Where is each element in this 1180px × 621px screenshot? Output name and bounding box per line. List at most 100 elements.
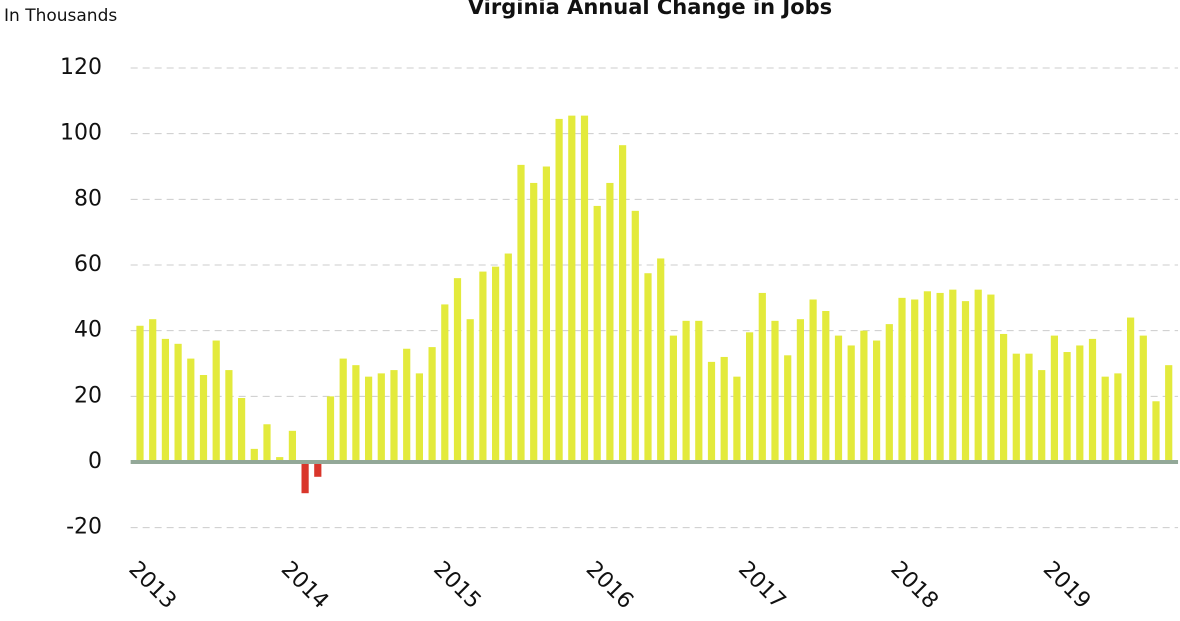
- bar: [695, 320, 703, 463]
- bar: [860, 330, 868, 463]
- bar: [568, 115, 576, 463]
- bar: [580, 115, 589, 463]
- bar: [1114, 373, 1122, 463]
- bar: [1101, 376, 1109, 463]
- bar: [288, 430, 296, 463]
- x-tick-label: 2016: [581, 557, 638, 614]
- bar: [1165, 365, 1173, 463]
- bar: [822, 310, 830, 463]
- x-tick-label: 2018: [886, 557, 943, 614]
- bar: [263, 424, 271, 463]
- bar: [987, 294, 995, 463]
- bar: [796, 319, 804, 463]
- y-tick-label: 120: [60, 55, 102, 80]
- bar: [530, 182, 538, 463]
- bar: [174, 343, 182, 463]
- bar: [1127, 317, 1135, 463]
- bar: [212, 340, 220, 463]
- bar: [250, 448, 258, 463]
- y-tick-label: 40: [74, 318, 102, 343]
- bar: [517, 164, 525, 463]
- bar: [542, 166, 550, 463]
- bar: [339, 358, 347, 463]
- bar: [492, 266, 500, 463]
- bar: [707, 361, 716, 463]
- bar: [1139, 335, 1147, 463]
- y-tick-label: 60: [74, 252, 102, 277]
- bar: [1063, 352, 1071, 463]
- bar: [453, 278, 462, 463]
- y-tick-label: 0: [88, 449, 102, 474]
- bar: [746, 332, 754, 463]
- bar: [441, 304, 449, 463]
- bar: [885, 324, 893, 463]
- bar: [466, 319, 474, 463]
- bar: [555, 118, 563, 463]
- y-tick-label: -20: [66, 515, 102, 540]
- bar: [1012, 353, 1020, 463]
- bar: [1000, 333, 1008, 463]
- bar: [225, 370, 233, 463]
- y-tick-label: 20: [74, 383, 102, 408]
- x-tick-label: 2015: [428, 557, 485, 614]
- bar: [136, 325, 144, 463]
- bar: [631, 210, 639, 463]
- bar: [619, 145, 627, 463]
- bar: [644, 273, 652, 463]
- bar: [733, 376, 741, 463]
- bar: [606, 182, 614, 463]
- bar: [1088, 338, 1097, 463]
- bar: [504, 253, 512, 463]
- bar: [1025, 353, 1033, 463]
- bar: [390, 370, 398, 463]
- bar: [682, 320, 690, 463]
- x-tick-label: 2013: [124, 557, 181, 614]
- bar: [974, 289, 982, 463]
- bar: [809, 299, 817, 463]
- bar: [314, 462, 322, 477]
- bar: [149, 319, 157, 463]
- y-tick-label: 100: [60, 121, 102, 146]
- bar: [276, 457, 284, 463]
- bar: [961, 301, 970, 463]
- y-tick-label: 80: [74, 186, 102, 211]
- bar: [911, 299, 919, 463]
- bar: [403, 348, 411, 463]
- bar: [199, 375, 208, 463]
- bar: [187, 358, 195, 463]
- chart-title: Virginia Annual Change in Jobs: [468, 0, 832, 19]
- bar: [923, 291, 931, 463]
- bar: [326, 396, 335, 463]
- x-tick-label: 2014: [276, 557, 333, 614]
- x-tick-label: 2017: [733, 557, 790, 614]
- bar: [377, 373, 385, 463]
- bar: [936, 292, 944, 463]
- bar: [784, 355, 792, 463]
- bar: [479, 271, 487, 463]
- bar: [720, 356, 728, 463]
- x-tick-label: 2019: [1038, 557, 1095, 614]
- bar: [669, 335, 677, 463]
- bar: [415, 373, 423, 463]
- bar: [898, 297, 906, 463]
- bar: [352, 365, 360, 463]
- bar: [301, 462, 309, 494]
- bar: [771, 320, 779, 463]
- bar: [834, 335, 843, 463]
- bar: [1050, 335, 1058, 463]
- bar: [238, 397, 246, 463]
- bar: [161, 338, 169, 463]
- y-axis-label: In Thousands: [4, 6, 117, 26]
- bar: [593, 205, 601, 463]
- bar: [1076, 345, 1084, 463]
- bar: [657, 258, 665, 463]
- bar: [365, 376, 373, 463]
- bar: [758, 292, 766, 463]
- bar: [847, 345, 855, 463]
- bar: [873, 340, 881, 463]
- bar: [1152, 401, 1160, 463]
- bar: [428, 347, 436, 463]
- bar: [1038, 370, 1046, 463]
- bar: [949, 289, 957, 463]
